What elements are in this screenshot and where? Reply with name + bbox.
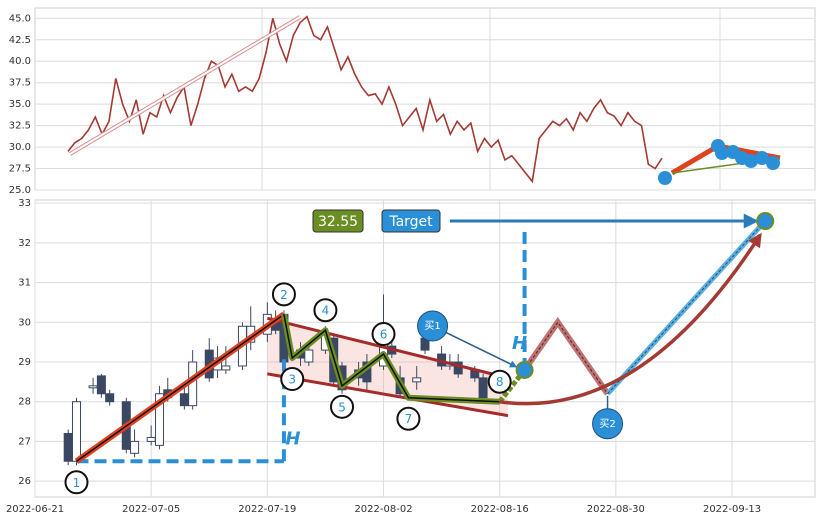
y-tick-label: 31 [18, 278, 31, 289]
buy-label: 买1 [424, 320, 440, 332]
point-ring [330, 394, 355, 419]
y-tick-label: 37.5 [9, 78, 31, 89]
point-ring [271, 282, 296, 307]
point-label: 4 [322, 304, 330, 318]
target-leg-core [607, 220, 766, 395]
buy-bubble [592, 408, 624, 440]
x-tick-label: 2022-09-13 [703, 504, 761, 515]
candle-body [412, 377, 422, 383]
candle-body [88, 385, 98, 389]
x-tick-label: 2022-07-05 [122, 504, 180, 515]
candle-body [478, 377, 488, 399]
candle-body [71, 401, 81, 462]
y-tick-label: 32 [18, 238, 31, 249]
point-ring [313, 298, 338, 323]
target-point [756, 212, 775, 231]
y-tick-label: 27.5 [9, 164, 31, 175]
target-curve [499, 232, 762, 406]
candle-body [146, 436, 156, 442]
y-tick-label: 25.0 [9, 185, 31, 196]
y-tick-label: 35.0 [9, 99, 31, 110]
x-tick-label: 2022-08-02 [354, 504, 412, 515]
y-tick-label: 45.0 [9, 13, 31, 24]
channel-line [267, 372, 509, 418]
buy-pointer [432, 325, 518, 368]
x-tick-label: 2022-08-16 [471, 504, 529, 515]
y-tick-label: 42.5 [9, 35, 31, 46]
point-ring [64, 470, 89, 495]
point-ring [371, 322, 396, 347]
target-label: Target [388, 214, 433, 230]
candle-body [154, 393, 164, 446]
point-label: 1 [73, 476, 81, 490]
target-box [381, 209, 441, 233]
height-label: H [512, 333, 527, 354]
candle-body [221, 365, 231, 371]
y-tick-label: 30 [18, 317, 31, 328]
projection-core [524, 321, 608, 395]
x-tick-label: 2022-08-30 [587, 504, 645, 515]
candle-body [304, 349, 314, 363]
top-chart: 25.0 27.5 30.0 32.5 35.0 37.5 40.0 42.5 45.0 [9, 13, 815, 196]
value-box [312, 209, 364, 233]
point-label: 2 [280, 288, 288, 302]
point-label: 7 [405, 412, 413, 426]
y-tick-label: 26 [18, 476, 31, 487]
candle-body [105, 393, 115, 403]
point-ring [487, 369, 512, 394]
candle-body [63, 432, 73, 462]
buy-bubble [417, 310, 449, 342]
height-label: H [285, 429, 300, 450]
channel-line [266, 316, 509, 380]
point-label: 8 [496, 375, 504, 389]
y-tick-label: 28 [18, 397, 31, 408]
point-label: 6 [380, 328, 388, 342]
point-label: 3 [288, 373, 296, 387]
breakout-point [515, 360, 534, 379]
point-ring [280, 367, 305, 392]
y-tick-label: 33 [18, 198, 31, 209]
y-tick-label: 30.0 [9, 142, 31, 153]
target-value: 32.55 [318, 214, 358, 230]
y-tick-label: 40.0 [9, 56, 31, 67]
candle-body [96, 375, 106, 395]
point-label: 5 [338, 400, 346, 414]
leg-1-core [76, 313, 285, 462]
top-overlay [68, 15, 781, 185]
zigzag-core [283, 314, 500, 403]
buy-label: 买2 [599, 418, 615, 430]
top-panel [34, 7, 816, 191]
x-tick-label: 2022-06-21 [6, 504, 64, 515]
price-line [67, 15, 663, 184]
x-tick-label: 2022-07-19 [238, 504, 296, 515]
candle-body [130, 440, 140, 454]
candle-body [179, 393, 189, 407]
y-tick-label: 27 [18, 436, 31, 447]
y-tick-label: 29 [18, 357, 31, 368]
point-ring [396, 406, 421, 431]
y-tick-label: 32.5 [9, 121, 31, 132]
